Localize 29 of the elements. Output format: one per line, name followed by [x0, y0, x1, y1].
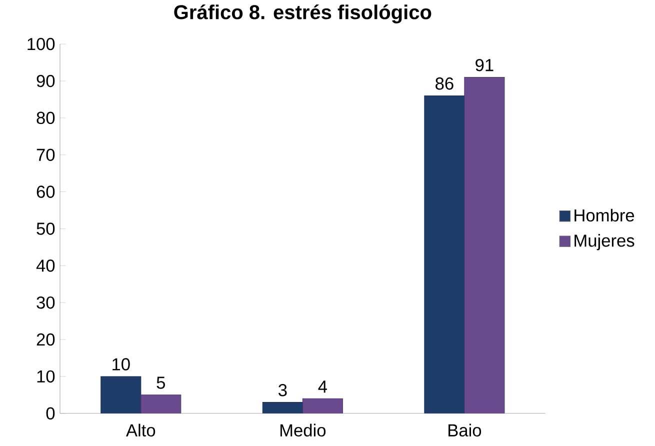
y-tick-label: 70	[36, 148, 55, 161]
bar	[140, 394, 182, 414]
y-tick-label: 80	[36, 112, 55, 124]
data-label: 91	[476, 58, 494, 72]
x-tick-label: Medio	[280, 424, 326, 436]
y-tick-label: 30	[36, 296, 55, 309]
legend-label: Mujeres	[574, 234, 634, 250]
x-tick-label: Alto	[126, 424, 156, 436]
y-tick-label: 40	[36, 259, 55, 272]
bar	[464, 76, 505, 414]
y-tick-label: 90	[36, 74, 55, 87]
y-tick-label: 20	[36, 333, 55, 346]
data-label: 4	[318, 380, 327, 392]
y-tick-label: 50	[36, 222, 55, 235]
bar	[424, 95, 465, 414]
chart-title: Gráfico 8. estrés fisológico	[174, 4, 432, 24]
data-label: 3	[278, 384, 287, 396]
bar	[100, 376, 142, 414]
data-label: 10	[112, 358, 130, 370]
y-tick-label: 0	[46, 407, 55, 420]
y-tick-label: 10	[37, 370, 55, 382]
y-tick-label: 60	[36, 185, 55, 198]
bar	[302, 398, 343, 414]
legend-label: Hombre	[574, 208, 634, 222]
y-tick-label: 100	[28, 38, 55, 50]
bar	[262, 402, 303, 414]
data-label: 86	[436, 77, 454, 90]
data-label: 5	[156, 376, 165, 389]
x-tick-label: Baio	[448, 424, 482, 436]
